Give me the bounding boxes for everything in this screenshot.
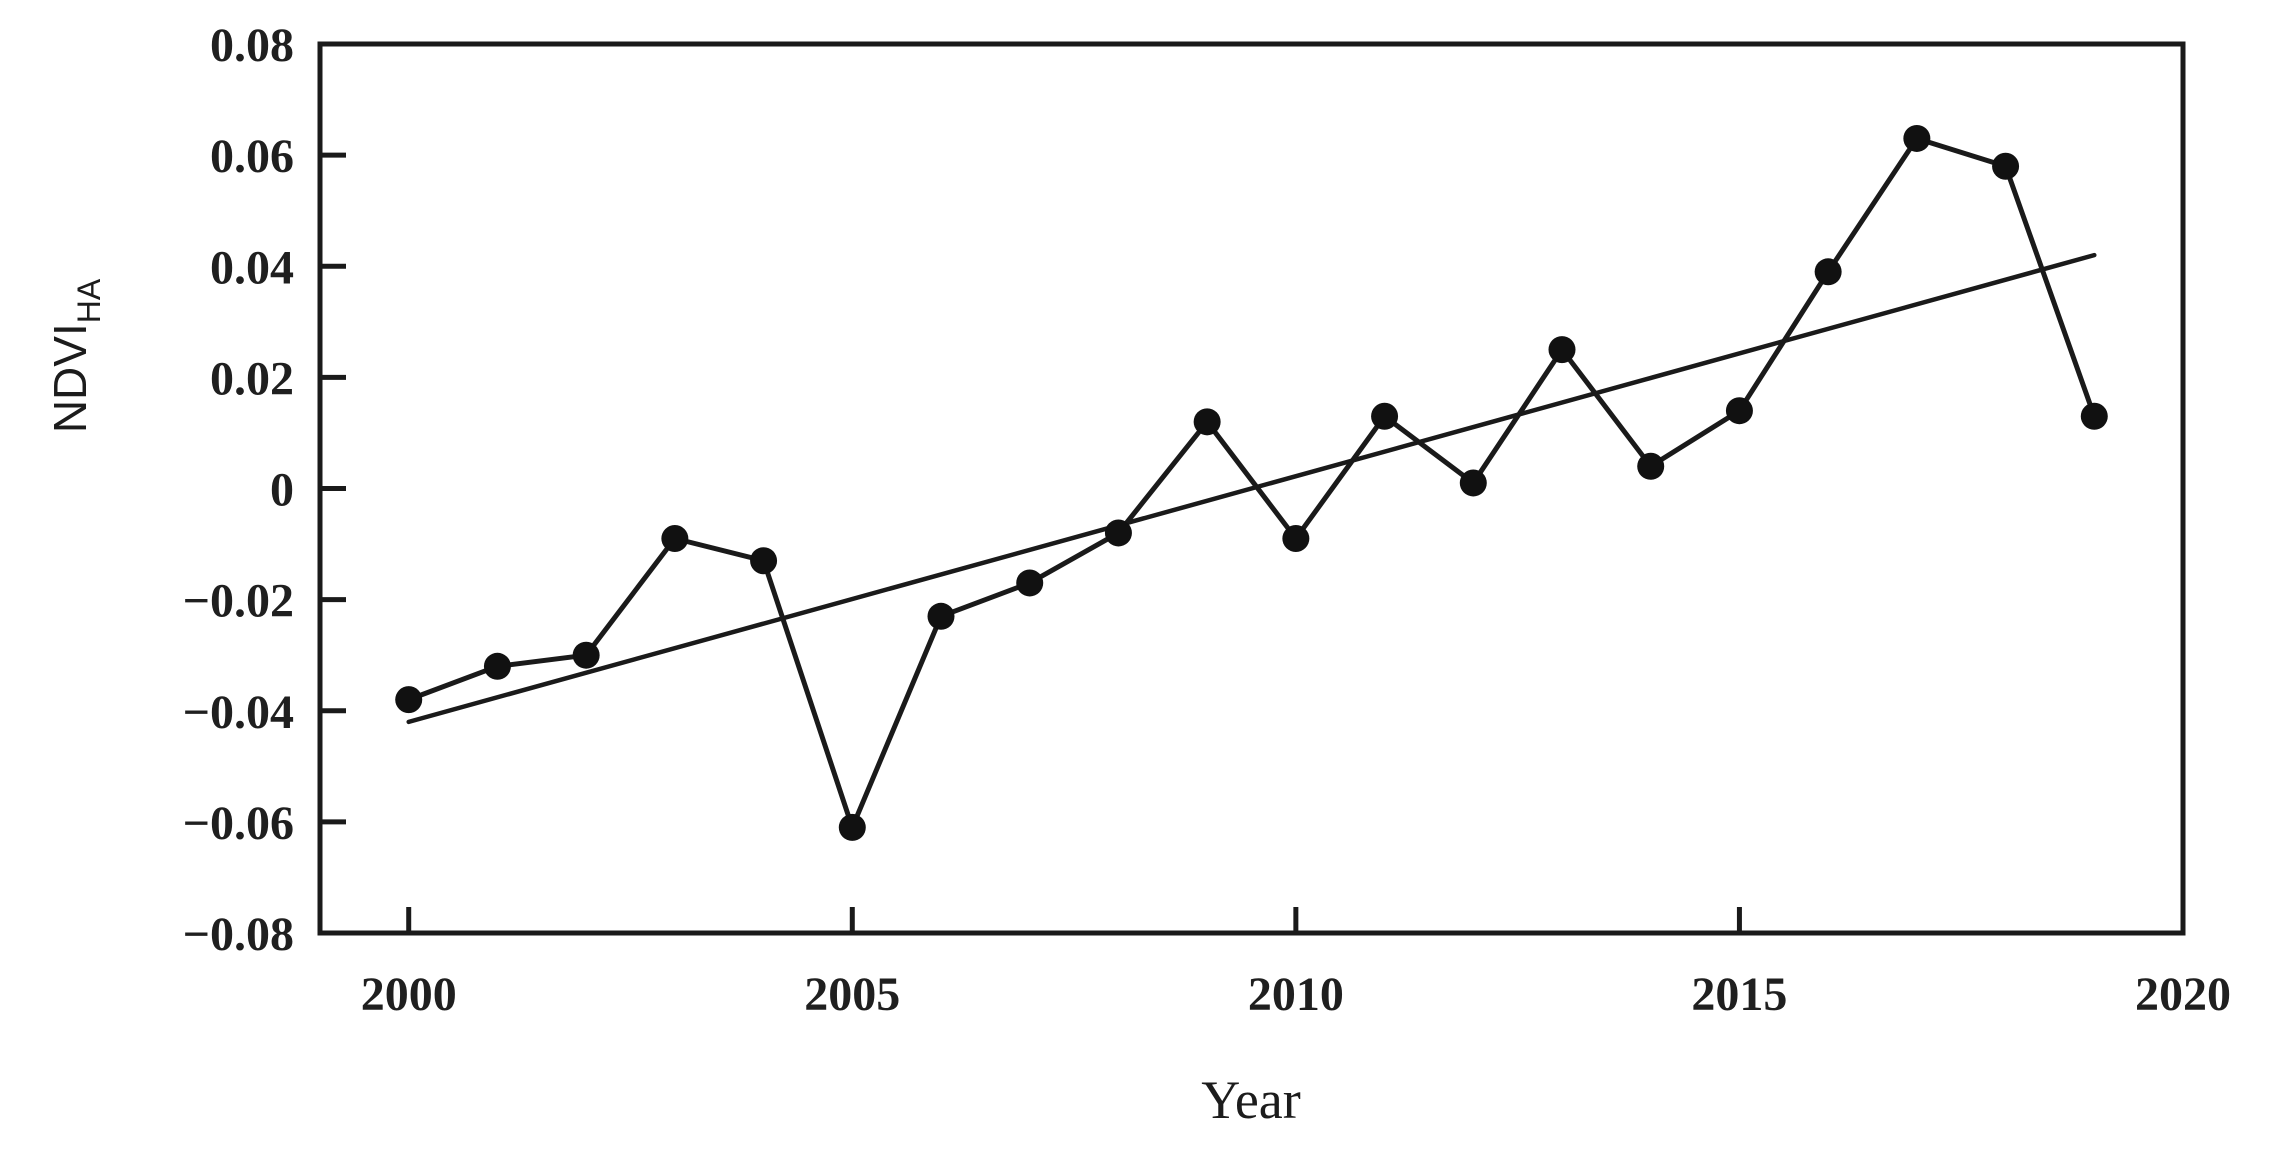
y-tick-label-−0.02: −0.02: [183, 575, 294, 628]
data-point-2019: [2080, 402, 2108, 430]
x-tick-label-2015: 2015: [1691, 968, 1787, 1021]
data-point-2009: [1193, 408, 1221, 436]
data-point-2008: [1104, 519, 1132, 547]
x-tick-label-2005: 2005: [804, 968, 900, 1021]
data-point-2018: [1992, 152, 2020, 180]
data-point-2000: [395, 686, 423, 714]
data-point-2006: [927, 602, 955, 630]
y-axis-title: NDVIHA: [44, 278, 107, 433]
y-axis-title-main: NDVI: [44, 323, 96, 433]
data-point-2002: [572, 641, 600, 669]
data-point-2007: [1016, 569, 1044, 597]
y-tick-label-0.08: 0.08: [210, 19, 294, 72]
y-axis-title-subscript: HA: [71, 278, 107, 323]
data-point-2004: [750, 547, 778, 575]
y-tick-label-−0.06: −0.06: [183, 797, 294, 850]
y-tick-label-0.04: 0.04: [210, 241, 294, 294]
data-point-2010: [1282, 525, 1310, 553]
x-tick-label-2000: 2000: [361, 968, 457, 1021]
y-tick-label-−0.04: −0.04: [183, 686, 294, 739]
data-point-2011: [1371, 402, 1399, 430]
y-tick-label-−0.08: −0.08: [183, 908, 294, 961]
x-tick-label-2010: 2010: [1248, 968, 1344, 1021]
data-point-2014: [1637, 452, 1665, 480]
data-point-2005: [838, 813, 866, 841]
data-point-2012: [1459, 469, 1487, 497]
data-point-2003: [661, 525, 689, 553]
data-point-2001: [483, 652, 511, 680]
data-layer: [395, 124, 2108, 841]
plot-frame: [317, 41, 2186, 936]
data-series-line: [406, 135, 2097, 830]
y-tick-label-0.02: 0.02: [210, 352, 294, 405]
y-tick-label-0.06: 0.06: [210, 130, 294, 183]
x-axis-title: Year: [1201, 1070, 1301, 1130]
trend-line: [406, 252, 2097, 725]
y-tick-label-0: 0: [270, 464, 294, 517]
data-point-2016: [1814, 258, 1842, 286]
data-point-2015: [1725, 397, 1753, 425]
x-tick-label-2020: 2020: [2135, 968, 2231, 1021]
data-point-2017: [1903, 124, 1931, 152]
axis-ticks: 0.08 0.06 0.04 0.02 0 −0.02 −0.04 −0.06 −0.08 200…: [183, 19, 2231, 1021]
data-point-2013: [1548, 336, 1576, 364]
